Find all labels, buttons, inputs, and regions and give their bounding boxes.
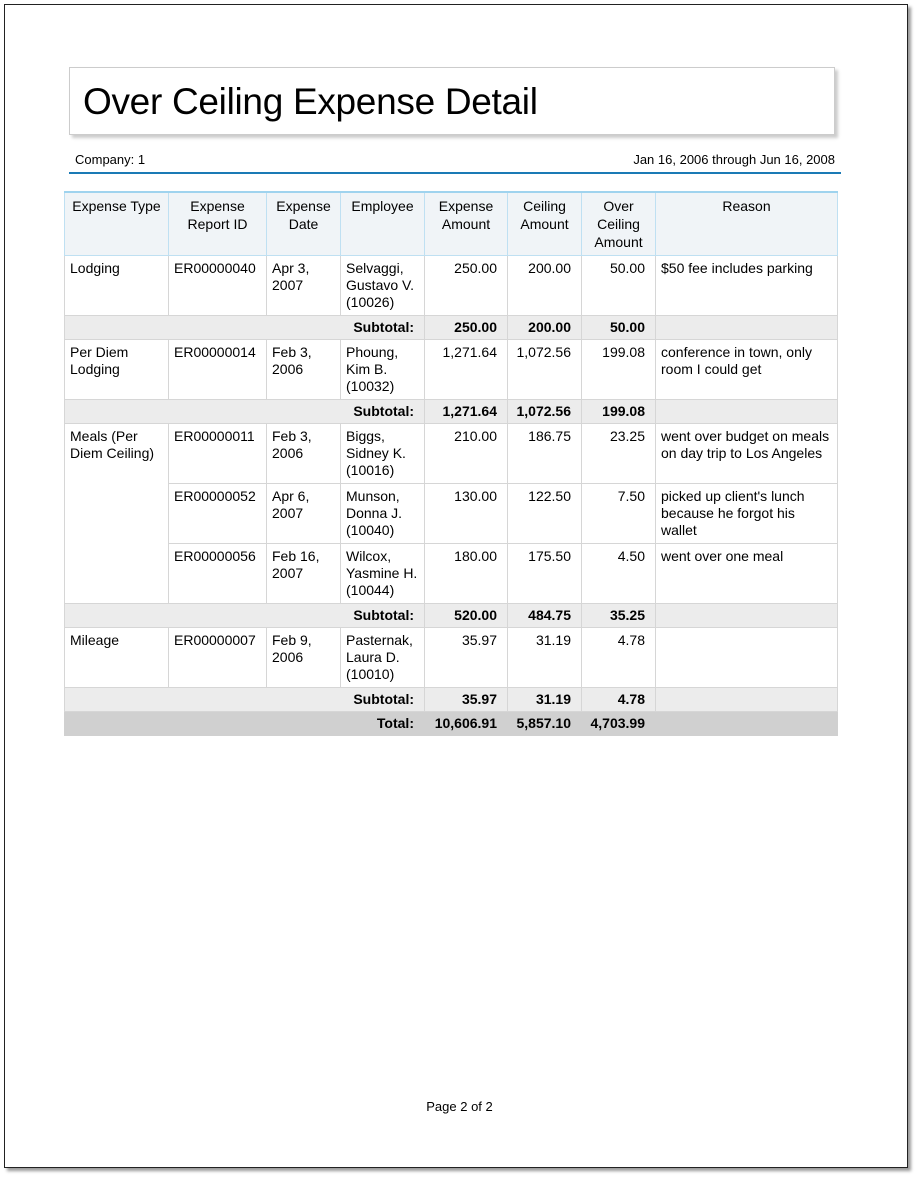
col-header: Expense Amount [424, 191, 508, 256]
expense-date-cell: Apr 3, 2007 [266, 255, 341, 316]
reason-cell: picked up client's lunch because he forg… [655, 483, 838, 544]
total-row: Total: 10,606.91 5,857.10 4,703.99 [64, 711, 838, 736]
table-body: Lodging ER00000040 Apr 3, 2007 Selvaggi, Gu… [64, 255, 838, 736]
col-header: Expense Type [64, 191, 169, 256]
ceiling-amount-cell: 200.00 [507, 255, 582, 316]
col-header: Expense Date [266, 191, 341, 256]
expense-amount-cell: 250.00 [424, 255, 508, 316]
ceiling-amount-cell: 31.19 [507, 627, 582, 688]
report-title: Over Ceiling Expense Detail [83, 81, 538, 122]
total-row-reason-empty [655, 711, 838, 736]
over-ceiling-cell: 4.78 [581, 627, 656, 688]
report-id-cell: ER00000040 [168, 255, 267, 316]
table-row: Per Diem Lodging ER00000014 Feb 3, 2006 Pho… [64, 339, 838, 400]
table-row: Lodging ER00000040 Apr 3, 2007 Selvaggi, Gu… [64, 255, 838, 316]
col-header: Expense Report ID [168, 191, 267, 256]
company-label: Company: 1 [75, 152, 146, 167]
expense-date-cell: Feb 3, 2006 [266, 339, 341, 400]
table-row: ER00000052 Apr 6, 2007 Munson, Donna J. (1… [65, 483, 838, 544]
expense-date-cell: Feb 9, 2006 [266, 627, 341, 688]
subtotal-row-label: Subtotal: [64, 687, 425, 712]
total-row-expense: 10,606.91 [424, 711, 508, 736]
reason-cell: went over one meal [655, 543, 838, 604]
header-row: Expense Type Expense Report ID Expense D… [64, 191, 838, 256]
expense-type-cell: Per Diem Lodging [64, 339, 169, 400]
subtotal-row-expense: 35.97 [424, 687, 508, 712]
subtotal-row-expense: 250.00 [424, 315, 508, 340]
expense-amount-cell: 35.97 [424, 627, 508, 688]
total-row-label: Total: [64, 711, 425, 736]
employee-cell: Biggs, Sidney K. (10016) [340, 423, 425, 484]
reason-cell: $50 fee includes parking [655, 255, 838, 316]
col-header: Employee [340, 191, 425, 256]
report-id-cell: ER00000052 [168, 483, 267, 544]
subtotal-row-over: 35.25 [581, 603, 656, 628]
ceiling-amount-cell: 1,072.56 [507, 339, 582, 400]
col-header: Reason [655, 191, 838, 256]
subtotal-row-over: 199.08 [581, 399, 656, 424]
page-number: Page 2 of 2 [426, 1099, 493, 1114]
report-id-cell: ER00000007 [168, 627, 267, 688]
expense-amount-cell: 180.00 [424, 543, 508, 604]
ceiling-amount-cell: 122.50 [507, 483, 582, 544]
subtotal-row: Subtotal: 250.00 200.00 50.00 [64, 315, 838, 340]
date-range: Jan 16, 2006 through Jun 16, 2008 [633, 152, 835, 167]
subtotal-row-label: Subtotal: [64, 603, 425, 628]
title-box: Over Ceiling Expense Detail [69, 67, 835, 135]
subtotal-row-reason-empty [655, 315, 838, 340]
reason-cell: conference in town, only room I could ge… [655, 339, 838, 400]
expense-table: Expense Type Expense Report ID Expense D… [64, 191, 838, 736]
report-meta: Company: 1 Jan 16, 2006 through Jun 16, … [69, 148, 841, 174]
total-row-over: 4,703.99 [581, 711, 656, 736]
over-ceiling-cell: 4.50 [581, 543, 656, 604]
employee-cell: Wilcox, Yasmine H. (10044) [340, 543, 425, 604]
subtotal-row-expense: 1,271.64 [424, 399, 508, 424]
ceiling-amount-cell: 186.75 [507, 423, 582, 484]
subtotal-row-reason-empty [655, 603, 838, 628]
reason-cell: went over budget on meals on day trip to… [655, 423, 838, 484]
table-row: Mileage ER00000007 Feb 9, 2006 Pasternak, L… [64, 627, 838, 688]
employee-cell: Phoung, Kim B. (10032) [340, 339, 425, 400]
expense-type-cell: Lodging [64, 255, 169, 316]
subtotal-row-label: Subtotal: [64, 315, 425, 340]
total-row-ceiling: 5,857.10 [507, 711, 582, 736]
employee-cell: Munson, Donna J. (10040) [340, 483, 425, 544]
subtotal-row-ceiling: 200.00 [507, 315, 582, 340]
subtotal-row-expense: 520.00 [424, 603, 508, 628]
expense-type-cell: Meals (Per Diem Ceiling) [64, 423, 169, 604]
expense-date-cell: Feb 3, 2006 [266, 423, 341, 484]
expense-amount-cell: 130.00 [424, 483, 508, 544]
over-ceiling-cell: 23.25 [581, 423, 656, 484]
expense-amount-cell: 210.00 [424, 423, 508, 484]
subtotal-row-reason-empty [655, 399, 838, 424]
expense-date-cell: Apr 6, 2007 [266, 483, 341, 544]
subtotal-row-ceiling: 1,072.56 [507, 399, 582, 424]
subtotal-row-over: 50.00 [581, 315, 656, 340]
subtotal-row: Subtotal: 1,271.64 1,072.56 199.08 [64, 399, 838, 424]
reason-cell [655, 627, 838, 688]
subtotal-row-ceiling: 31.19 [507, 687, 582, 712]
expense-date-cell: Feb 16, 2007 [266, 543, 341, 604]
over-ceiling-cell: 199.08 [581, 339, 656, 400]
subtotal-row: Subtotal: 520.00 484.75 35.25 [64, 603, 838, 628]
subtotal-row: Subtotal: 35.97 31.19 4.78 [64, 687, 838, 712]
subtotal-row-ceiling: 484.75 [507, 603, 582, 628]
col-header: Ceiling Amount [507, 191, 582, 256]
over-ceiling-cell: 7.50 [581, 483, 656, 544]
report-id-cell: ER00000011 [168, 423, 267, 484]
expense-amount-cell: 1,271.64 [424, 339, 508, 400]
employee-cell: Pasternak, Laura D. (10010) [340, 627, 425, 688]
report-id-cell: ER00000056 [168, 543, 267, 604]
ceiling-amount-cell: 175.50 [507, 543, 582, 604]
expense-type-cell: Mileage [64, 627, 169, 688]
report-id-cell: ER00000014 [168, 339, 267, 400]
subtotal-row-reason-empty [655, 687, 838, 712]
table-row: ER00000056 Feb 16, 2007 Wilcox, Yasmine H.… [65, 543, 838, 604]
subtotal-row-over: 4.78 [581, 687, 656, 712]
subtotal-row-label: Subtotal: [64, 399, 425, 424]
table-row: Meals (Per Diem Ceiling) ER00000011 Feb 3,… [64, 423, 838, 604]
col-header: Over Ceiling Amount [581, 191, 656, 256]
over-ceiling-cell: 50.00 [581, 255, 656, 316]
employee-cell: Selvaggi, Gustavo V. (10026) [340, 255, 425, 316]
